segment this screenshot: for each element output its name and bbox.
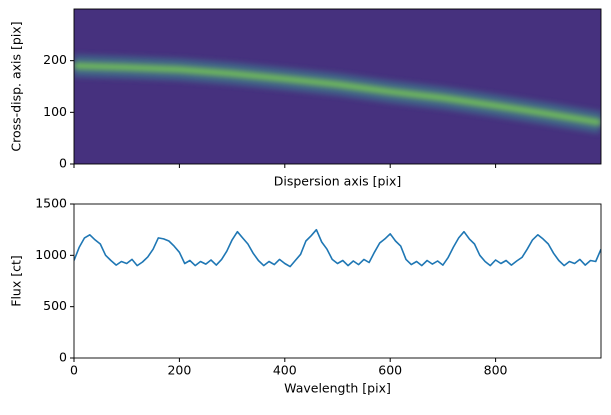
axes-frame [73,8,602,165]
y-tick-label: 1000 [35,247,67,262]
plot-area [74,228,601,268]
y-tick-label: 200 [43,52,67,67]
x-axis-label: Dispersion axis [pix] [274,174,401,189]
y-tick-label: 100 [43,104,67,119]
x-tick-label: 0 [70,363,78,378]
x-tick-label: 800 [484,363,508,378]
axes-frame [73,203,602,359]
plot-area [74,9,601,164]
line [74,228,601,268]
trace [74,62,601,126]
x-tick-label: 200 [167,363,191,378]
x-axis-label: Wavelength [pix] [284,381,391,396]
y-tick-label: 1500 [35,196,67,211]
y-tick-label: 0 [59,156,67,171]
x-tick-label: 400 [273,363,297,378]
y-tick-label: 0 [59,350,67,365]
y-axis-label: Cross-disp. axis [pix] [9,21,24,151]
y-tick-label: 500 [43,298,67,313]
x-tick-label: 600 [378,363,402,378]
y-axis-label: Flux [ct] [9,255,24,306]
